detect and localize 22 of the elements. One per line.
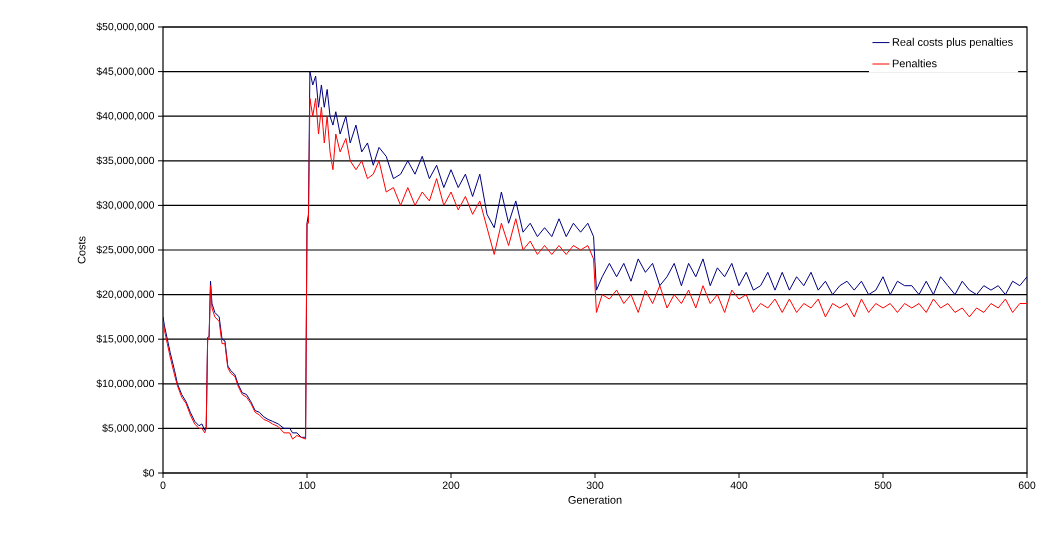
- y-tick-label: $50,000,000: [96, 22, 155, 32]
- y-tick-label: $20,000,000: [96, 290, 155, 300]
- x-tick-label: 100: [299, 481, 316, 489]
- y-tick-label: $35,000,000: [96, 156, 155, 166]
- y-tick-label: $5,000,000: [102, 423, 155, 433]
- y-axis-title: Costs: [77, 236, 86, 264]
- x-tick-label: 500: [874, 481, 892, 489]
- legend-label: Real costs plus penalties: [892, 37, 1013, 49]
- y-tick-label: $0: [142, 468, 155, 478]
- y-tick-label: $10,000,000: [96, 379, 155, 389]
- y-tick-label: $25,000,000: [96, 245, 155, 255]
- legend-label: Penalties: [892, 59, 937, 68]
- x-tick-label: 200: [442, 481, 460, 489]
- x-tick-label: 600: [1018, 481, 1036, 489]
- x-axis-title: Generation: [568, 495, 622, 504]
- y-tick-label: $40,000,000: [96, 111, 155, 121]
- x-tick-label: 0: [160, 481, 166, 489]
- y-tick-label: $30,000,000: [96, 200, 155, 210]
- y-tick-label: $15,000,000: [96, 334, 155, 344]
- x-tick-label: 400: [730, 481, 748, 489]
- x-tick-label: 300: [586, 481, 604, 489]
- y-tick-label: $45,000,000: [96, 67, 155, 77]
